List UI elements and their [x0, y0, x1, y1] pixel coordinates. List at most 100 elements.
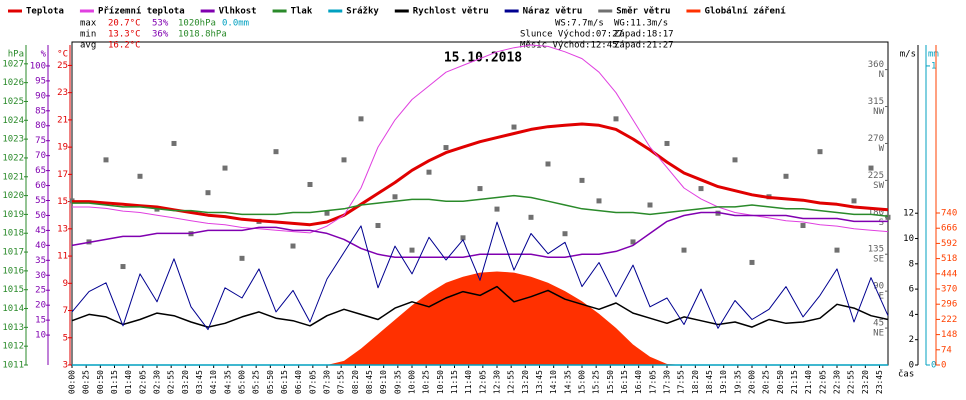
y-tick-label: 1015	[2, 285, 24, 295]
direction-point	[358, 116, 364, 122]
x-tick-label: 03:20	[181, 370, 190, 394]
y-tick-label: 11	[57, 252, 68, 262]
legend-label: Náraz větru	[523, 6, 583, 17]
direction-point	[732, 157, 738, 163]
y-tick-label: 19	[57, 143, 68, 153]
direction-point	[851, 198, 857, 204]
x-tick-label: 22:30	[833, 370, 842, 394]
y-tick-name: NW	[873, 107, 884, 117]
direction-point	[511, 124, 517, 130]
direction-point	[681, 247, 687, 253]
y-axis-unit: %	[41, 50, 47, 60]
x-tick-label: 06:15	[280, 370, 289, 394]
direction-point	[307, 181, 313, 187]
y-tick-label: 17	[57, 170, 68, 180]
y-tick-label: 1012	[2, 342, 24, 352]
y-axis-unit: °C	[57, 50, 68, 60]
legend-label: Rychlost větru	[413, 6, 489, 17]
y-tick-label: 74	[941, 345, 952, 355]
x-tick-label: 10:25	[422, 370, 431, 394]
y-tick-label: 4	[909, 310, 914, 320]
y-tick-label: 360	[868, 60, 884, 70]
y-tick-label: 15	[57, 197, 68, 207]
legend-label: Globální záření	[704, 7, 786, 17]
sun-moon-info: WG:11.3m/s	[614, 19, 668, 29]
y-tick-label: 30	[35, 271, 46, 281]
direction-point	[341, 157, 347, 163]
y-tick-label: 1025	[2, 97, 24, 107]
direction-point	[562, 231, 568, 237]
y-tick-name: SW	[873, 181, 884, 191]
x-tick-label: 14:10	[549, 370, 558, 394]
y-tick-label: 50	[35, 211, 46, 221]
y-tick-label: 1022	[2, 153, 24, 163]
x-tick-label: 22:55	[847, 370, 856, 394]
y-tick-label: 55	[35, 196, 46, 206]
y-tick-label: 15	[35, 316, 46, 326]
direction-point	[834, 247, 840, 253]
direction-point	[409, 247, 415, 253]
legend-label: Teplota	[26, 7, 64, 17]
stat-value: 20.7°C	[108, 19, 141, 29]
stat-value: 13.3°C	[108, 30, 141, 40]
y-tick-label: 23	[57, 88, 68, 98]
y-tick-label: 20	[35, 301, 46, 311]
x-tick-label: 05:25	[252, 370, 261, 394]
direction-point	[800, 223, 806, 229]
y-tick-label: 10	[35, 331, 46, 341]
x-tick-label: 08:20	[351, 370, 360, 394]
stat-value: 53%	[152, 19, 169, 29]
y-tick-label: 9	[63, 279, 68, 289]
y-tick-label: 148	[941, 330, 957, 340]
y-tick-label: 45	[873, 319, 884, 329]
y-tick-label: 65	[35, 166, 46, 176]
y-tick-label: 1014	[2, 304, 24, 314]
y-tick-label: 35	[35, 256, 46, 266]
y-axis-unit: hPa	[8, 50, 24, 60]
y-tick-label: 21	[57, 115, 68, 125]
direction-point	[698, 186, 704, 192]
x-tick-label: 03:45	[195, 370, 204, 394]
y-tick-label: 180	[868, 208, 884, 218]
x-tick-label: 08:45	[365, 370, 374, 394]
x-tick-label: 18:45	[705, 370, 714, 394]
radiation-area	[72, 271, 888, 365]
stat-value: 1020hPa	[178, 19, 216, 29]
x-tick-label: 21:15	[790, 370, 799, 394]
y-tick-label: 1019	[2, 210, 24, 220]
direction-point	[545, 161, 551, 167]
y-tick-label: 0	[941, 361, 946, 371]
x-tick-label: 15:00	[578, 370, 587, 394]
y-tick-label: 12	[903, 209, 914, 219]
direction-point	[528, 214, 534, 220]
direction-point	[103, 157, 109, 163]
x-tick-label: 16:15	[620, 370, 629, 394]
x-tick-label: 22:05	[818, 370, 827, 394]
legend-label: Přízemní teplota	[98, 7, 185, 17]
x-tick-label: 01:15	[110, 370, 119, 394]
direction-point	[290, 243, 296, 249]
y-tick-label: 3	[63, 361, 68, 371]
x-tick-label: 07:30	[323, 370, 332, 394]
x-tick-label: 05:50	[266, 370, 275, 394]
x-tick-label: 09:35	[393, 370, 402, 394]
y-tick-label: 40	[35, 241, 46, 251]
y-tick-label: 444	[941, 269, 957, 279]
x-tick-label: 05:00	[238, 370, 247, 394]
y-tick-label: 518	[941, 254, 957, 264]
x-tick-label: 23:45	[875, 370, 884, 394]
x-tick-label: 17:30	[663, 370, 672, 394]
y-tick-label: 135	[868, 245, 884, 255]
x-tick-label: 20:25	[762, 370, 771, 394]
y-tick-label: 592	[941, 239, 957, 249]
x-tick-label: 00:50	[96, 370, 105, 394]
y-tick-label: 1020	[2, 191, 24, 201]
direction-point	[205, 190, 211, 196]
y-axis-unit: mm	[928, 50, 939, 60]
legend-label: Tlak	[291, 7, 313, 17]
x-tick-label: 00:25	[82, 370, 91, 394]
series-line	[72, 122, 889, 227]
legend-label: Směr větru	[616, 6, 670, 17]
x-tick-label: 12:05	[478, 370, 487, 394]
